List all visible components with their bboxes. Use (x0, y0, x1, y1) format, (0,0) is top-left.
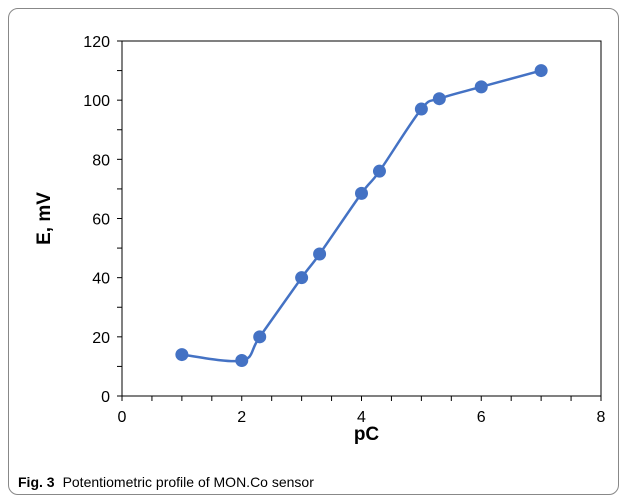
data-point (235, 354, 249, 367)
x-tick-label: 4 (357, 409, 366, 426)
x-axis-title: pC (354, 424, 380, 445)
data-point (432, 92, 446, 106)
y-tick-label: 0 (101, 389, 110, 406)
x-tick-label: 6 (477, 409, 486, 426)
data-point (253, 330, 267, 344)
x-tick-label: 2 (237, 409, 246, 426)
data-point (414, 102, 428, 116)
series-line (181, 69, 542, 363)
data-point (474, 80, 488, 94)
data-point (534, 64, 548, 78)
y-tick-label: 60 (92, 212, 110, 229)
y-tick-label: 80 (92, 152, 110, 169)
y-axis-title: E, mV (34, 192, 55, 245)
data-point (295, 271, 309, 285)
x-tick-label: 0 (118, 409, 127, 426)
figure-frame (8, 8, 619, 495)
data-point (372, 164, 386, 178)
y-tick-label: 40 (92, 271, 110, 288)
figure-label: Fig. 3 (18, 474, 55, 490)
data-point (355, 186, 368, 200)
data-point (313, 247, 327, 261)
y-tick-label: 100 (83, 93, 110, 110)
figure-caption: Fig. 3 Potentiometric profile of MON.Co s… (18, 474, 314, 490)
y-tick-label: 20 (92, 330, 110, 347)
plot-area-border (121, 40, 602, 397)
x-tick-label: 8 (597, 409, 606, 426)
caption-text: Potentiometric profile of MON.Co sensor (62, 474, 314, 490)
data-point (175, 348, 189, 362)
y-tick-label: 120 (83, 34, 110, 51)
